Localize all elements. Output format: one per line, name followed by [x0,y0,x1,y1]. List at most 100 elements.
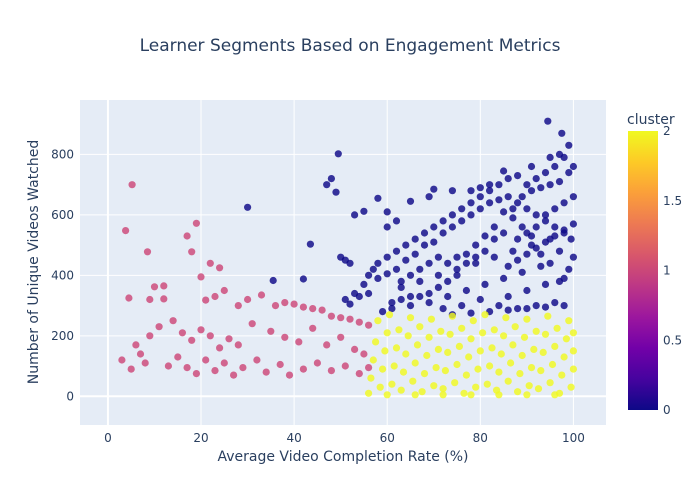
data-point-cluster-1 [327,312,335,320]
data-point-cluster-1 [220,359,228,367]
data-point-cluster-0 [420,241,429,249]
data-point-cluster-1 [271,302,280,310]
data-point-cluster-2 [365,389,373,397]
data-point-cluster-2 [553,324,561,332]
data-point-cluster-0 [551,299,559,307]
data-point-cluster-0 [523,250,531,258]
data-point-cluster-1 [197,273,205,281]
colorbar-tick-label: 1 [663,264,671,278]
data-point-cluster-2 [488,344,496,352]
data-point-cluster-2 [416,323,424,331]
data-point-cluster-0 [425,289,433,298]
data-point-cluster-2 [458,324,466,332]
data-point-cluster-0 [551,232,559,240]
data-point-cluster-0 [504,292,512,301]
data-point-cluster-1 [188,336,196,344]
data-point-cluster-2 [430,382,438,390]
data-point-cluster-1 [253,356,261,364]
data-point-cluster-0 [546,181,554,189]
data-point-cluster-0 [448,211,456,219]
data-point-cluster-0 [416,265,424,273]
data-point-cluster-0 [490,235,498,243]
data-point-cluster-1 [169,317,177,325]
data-point-cluster-0 [514,235,522,243]
data-point-cluster-2 [369,356,377,364]
data-point-cluster-0 [430,185,438,193]
data-point-cluster-0 [360,207,368,215]
data-point-cluster-0 [509,247,517,255]
data-point-cluster-0 [383,270,391,278]
data-point-cluster-0 [518,268,526,276]
data-point-cluster-1 [128,181,136,189]
data-point-cluster-2 [490,326,498,334]
data-point-cluster-0 [518,193,526,201]
data-point-cluster-1 [257,291,266,299]
data-point-cluster-2 [500,332,508,340]
data-point-cluster-0 [560,226,568,234]
y-tick-label: 600 [51,208,74,222]
data-point-cluster-0 [514,305,522,313]
data-point-cluster-0 [383,223,391,231]
data-point-cluster-1 [299,365,307,373]
colorbar-tick-label: 0.5 [663,333,682,347]
x-tick-label: 100 [562,431,585,445]
data-point-cluster-0 [569,253,578,261]
data-point-cluster-2 [446,330,454,338]
data-point-cluster-1 [355,318,363,326]
data-point-cluster-2 [525,382,533,390]
data-point-cluster-0 [523,205,531,213]
data-point-cluster-0 [504,262,512,270]
data-point-cluster-0 [458,217,466,225]
data-point-cluster-2 [562,335,571,343]
data-point-cluster-1 [276,360,284,369]
chart-title: Learner Segments Based on Engagement Met… [140,36,561,56]
data-point-cluster-2 [367,374,375,382]
data-point-cluster-2 [411,359,419,367]
data-point-cluster-1 [211,292,219,301]
data-point-cluster-1 [327,367,335,375]
data-points [118,117,578,399]
data-point-cluster-0 [567,235,575,243]
data-point-cluster-2 [448,312,456,320]
data-point-cluster-0 [486,199,494,207]
data-point-cluster-1 [174,353,182,361]
data-point-cluster-0 [453,265,461,273]
data-point-cluster-1 [155,323,163,331]
data-point-cluster-0 [244,203,252,211]
colorbar-ticks: 0 0.5 1 1.5 2 [663,124,682,417]
data-point-cluster-0 [523,229,531,237]
data-point-cluster-1 [127,365,135,373]
data-point-cluster-1 [192,370,200,378]
data-point-cluster-2 [379,365,387,373]
data-point-cluster-0 [365,289,373,298]
data-point-cluster-0 [458,205,466,213]
data-point-cluster-0 [453,253,461,261]
data-point-cluster-0 [374,259,382,267]
data-point-cluster-2 [423,351,431,360]
data-point-cluster-1 [206,259,214,267]
data-point-cluster-0 [490,223,498,231]
data-point-cluster-0 [569,193,578,201]
data-point-cluster-1 [118,356,126,364]
data-point-cluster-2 [381,347,389,355]
data-point-cluster-1 [318,306,326,314]
data-point-cluster-1 [234,302,242,310]
data-point-cluster-0 [541,280,550,288]
data-point-cluster-0 [420,229,429,237]
data-point-cluster-0 [495,196,503,204]
data-point-cluster-2 [439,385,447,393]
data-point-cluster-2 [406,314,415,322]
data-point-cluster-0 [527,187,536,195]
data-point-cluster-1 [230,371,238,379]
data-point-cluster-1 [206,332,214,340]
colorbar-tick-label: 2 [663,124,671,138]
data-point-cluster-0 [383,208,391,216]
data-point-cluster-0 [383,253,391,261]
data-point-cluster-0 [434,271,442,279]
data-point-cluster-0 [495,181,503,189]
data-point-cluster-2 [520,333,529,341]
data-point-cluster-0 [569,220,578,228]
data-point-cluster-2 [511,323,519,331]
data-point-cluster-0 [411,235,419,243]
